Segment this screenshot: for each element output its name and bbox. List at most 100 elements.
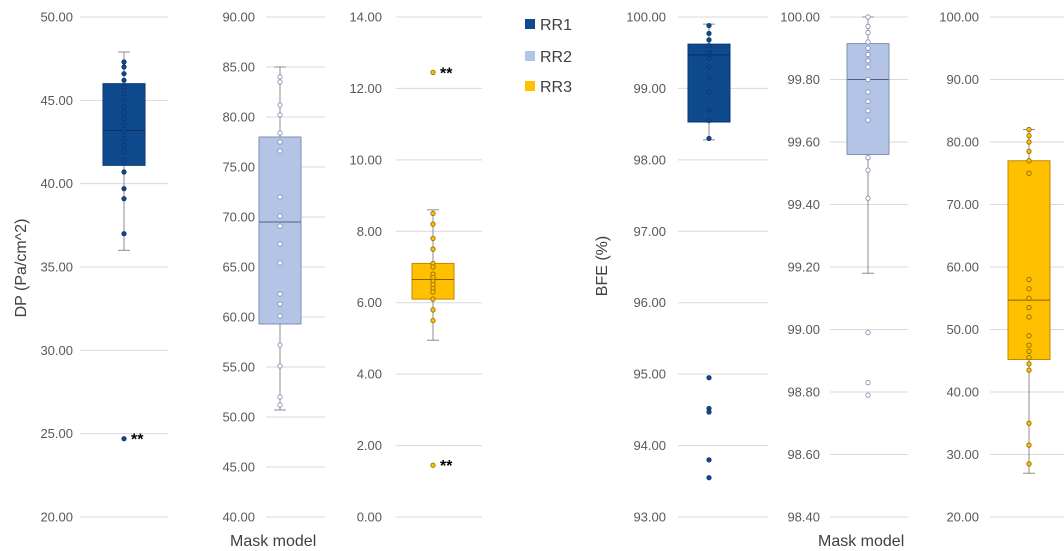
data-point-bfe-rr1	[706, 135, 712, 142]
data-point-bfe-rr2	[865, 98, 871, 104]
data-point-bfe-rr3	[1026, 148, 1032, 154]
data-point-bfe-rr1	[706, 55, 712, 62]
data-point-dp-rr3	[430, 289, 436, 295]
data-point-bfe-rr2	[865, 89, 871, 95]
data-point-dp-rr3	[430, 235, 436, 242]
data-point-dp-rr3	[430, 246, 436, 252]
data-point-dp-rr1	[121, 97, 127, 103]
legend-item-rr2: RR2	[525, 49, 572, 66]
data-point-bfe-rr1	[706, 475, 712, 481]
tick-label-bfe-rr3: 70.00	[946, 197, 979, 212]
data-point-bfe-rr1	[706, 457, 712, 463]
tick-label-bfe-rr3: 60.00	[946, 260, 979, 275]
tick-label-bfe-rr2: 99.40	[787, 197, 820, 212]
annotation-dp-rr3: **	[440, 458, 453, 475]
data-point-dp-rr1	[121, 84, 127, 90]
tick-label-dp-rr2: 50.00	[222, 410, 255, 425]
data-point-bfe-rr3	[1026, 170, 1032, 176]
panel-bfe-rr3: 20.00 30.00 40.00 50.00 60.00 70.00 80.00 90.00…	[939, 10, 1064, 525]
data-point-bfe-rr1	[706, 117, 712, 124]
panel-bfe-rr1: 93.00 94.00 95.00 96.00 97.00 98.00 99.00 100.0…	[626, 10, 768, 525]
data-point-bfe-rr3	[1026, 314, 1032, 320]
legend-item-rr3: RR3	[525, 79, 572, 96]
data-point-bfe-rr2	[865, 45, 871, 51]
x-axis-title-right: Mask model	[818, 533, 904, 550]
tick-label-bfe-rr3: 90.00	[946, 72, 979, 87]
data-point-bfe-rr3	[1026, 420, 1032, 426]
data-point-bfe-rr3	[1026, 367, 1032, 373]
data-point-dp-rr2	[277, 394, 283, 400]
legend-swatch-rr2	[525, 51, 535, 61]
data-point-dp-rr2	[277, 148, 283, 154]
data-point-bfe-rr3	[1026, 126, 1032, 133]
data-point-bfe-rr2	[865, 167, 871, 173]
legend-label-rr3: RR3	[540, 79, 572, 96]
legend-label-rr2: RR2	[540, 49, 572, 66]
tick-label-dp-rr2: 55.00	[222, 360, 255, 375]
tick-label-dp-rr2: 70.00	[222, 210, 255, 225]
annotation-dp-rr3: **	[440, 65, 453, 82]
panel-bfe-rr2: 98.40 98.60 98.80 99.00 99.20 99.40 99.60 99.80…	[780, 10, 908, 525]
legend-item-rr1: RR1	[525, 17, 572, 34]
tick-label-dp-rr2: 75.00	[222, 160, 255, 175]
data-point-bfe-rr2	[865, 23, 871, 29]
data-point-dp-rr2	[277, 194, 283, 200]
tick-label-bfe-rr3: 40.00	[946, 385, 979, 400]
tick-label-dp-rr3: 4.00	[357, 367, 382, 382]
data-point-bfe-rr2	[865, 392, 871, 398]
panel-dp-rr3: 0.00 2.00 4.00 6.00 8.00 10.00 12.00 14.00 ** **	[349, 10, 482, 525]
tick-label-dp-rr1: 20.00	[40, 510, 73, 525]
data-point-bfe-rr3	[1026, 361, 1032, 367]
data-point-bfe-rr2	[865, 14, 871, 20]
data-point-dp-rr3	[430, 307, 436, 313]
tick-label-dp-rr1: 25.00	[40, 426, 73, 441]
data-point-bfe-rr2	[865, 195, 871, 201]
data-point-bfe-rr3	[1026, 139, 1032, 145]
data-point-dp-rr1	[121, 231, 127, 237]
data-point-dp-rr1	[121, 157, 127, 163]
y-axis-title-bfe: BFE (%)	[594, 236, 611, 296]
y-axis-title-dp: DP (Pa/cm^2)	[13, 219, 30, 318]
data-point-bfe-rr1	[706, 89, 712, 95]
data-point-bfe-rr3	[1026, 295, 1032, 301]
data-point-bfe-rr1	[706, 409, 712, 415]
data-point-bfe-rr3	[1026, 133, 1032, 139]
data-point-dp-rr1	[121, 169, 127, 175]
tick-label-bfe-rr1: 95.00	[633, 367, 666, 382]
data-point-dp-rr2	[277, 79, 283, 85]
data-point-bfe-rr3	[1026, 333, 1032, 339]
tick-label-bfe-rr3: 30.00	[946, 447, 979, 462]
data-point-dp-rr1	[121, 77, 127, 83]
data-point-bfe-rr2	[865, 117, 871, 123]
data-point-dp-rr1	[121, 136, 127, 142]
data-point-bfe-rr1	[706, 107, 712, 113]
legend: RR1 RR2 RR3	[525, 17, 572, 96]
tick-label-dp-rr2: 85.00	[222, 60, 255, 75]
tick-label-dp-rr3: 6.00	[357, 295, 382, 310]
tick-label-bfe-rr3: 100.00	[939, 10, 979, 25]
tick-label-dp-rr2: 65.00	[222, 260, 255, 275]
data-point-bfe-rr2	[865, 58, 871, 64]
tick-label-bfe-rr2: 98.40	[787, 510, 820, 525]
data-point-bfe-rr1	[706, 375, 712, 381]
data-point-dp-rr2	[277, 223, 283, 229]
data-point-bfe-rr3	[1026, 158, 1032, 164]
tick-label-bfe-rr2: 99.80	[787, 72, 820, 87]
tick-label-bfe-rr1: 100.00	[626, 10, 666, 25]
data-point-dp-rr2	[277, 301, 283, 307]
tick-label-bfe-rr1: 93.00	[633, 510, 666, 525]
tick-label-bfe-rr1: 94.00	[633, 438, 666, 453]
data-point-bfe-rr3	[1026, 305, 1032, 311]
data-point-bfe-rr3	[1026, 355, 1032, 361]
data-point-bfe-rr2	[865, 330, 871, 336]
tick-label-bfe-rr1: 98.00	[633, 152, 666, 167]
tick-label-dp-rr3: 10.00	[349, 152, 382, 167]
tick-label-bfe-rr3: 80.00	[946, 135, 979, 150]
data-point-dp-rr2	[277, 74, 283, 80]
data-point-bfe-rr2	[865, 76, 871, 83]
data-point-bfe-rr1	[706, 22, 712, 29]
tick-label-bfe-rr2: 99.20	[787, 260, 820, 275]
tick-label-bfe-rr1: 99.00	[633, 81, 666, 96]
data-point-bfe-rr2	[865, 30, 871, 36]
tick-label-dp-rr2: 45.00	[222, 460, 255, 475]
